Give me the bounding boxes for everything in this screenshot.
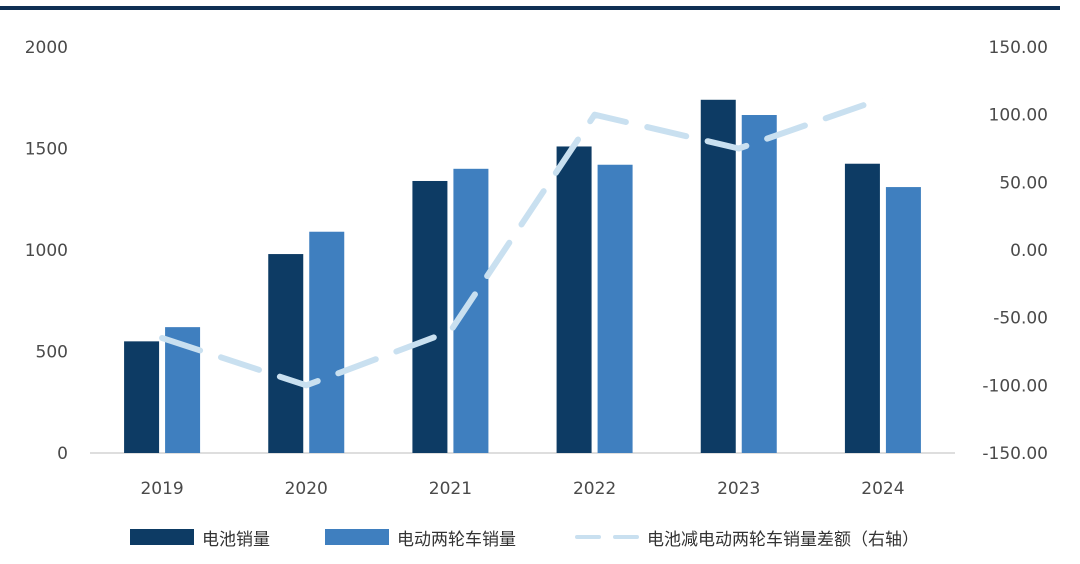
- ebike-sales-bar: [885, 187, 921, 453]
- ebike-sales-bar: [309, 231, 345, 453]
- legend-swatch-difference: [575, 529, 639, 545]
- x-tick-label: 2024: [861, 479, 904, 499]
- x-tick-label: 2019: [140, 479, 183, 499]
- legend-label-ebike: 电动两轮车销量: [397, 529, 516, 550]
- legend-swatch-battery: [130, 529, 194, 545]
- ebike-sales-bar: [597, 164, 633, 454]
- legend-label-difference: 电池减电动两轮车销量差额（右轴）: [647, 529, 919, 550]
- chart-area: 0 500 1000 1500 2000 -150.00 -100.00 -50.00 0.00…: [25, 38, 1048, 499]
- x-tick-label: 2022: [573, 479, 616, 499]
- top-rule: [0, 6, 1060, 10]
- y-left-tick-label: 2000: [25, 38, 68, 58]
- y-right-tick-label: 0.00: [1010, 241, 1048, 261]
- x-tick-label: 2020: [285, 479, 328, 499]
- legend-swatch-ebike: [325, 529, 389, 545]
- battery-sales-bar: [700, 99, 736, 453]
- y-right-tick-label: -150.00: [982, 444, 1048, 464]
- x-tick-label: 2023: [717, 479, 760, 499]
- battery-sales-bar: [556, 146, 592, 453]
- y-left-tick-label: 1000: [25, 241, 68, 261]
- y-right-tick-label: 150.00: [989, 38, 1048, 58]
- y-right-tick-label: 100.00: [989, 106, 1048, 126]
- y-right-tick-label: -100.00: [982, 376, 1048, 396]
- y-left-tick-label: 1500: [25, 140, 68, 160]
- y-right-tick-label: 50.00: [999, 173, 1048, 193]
- ebike-sales-bar: [741, 115, 777, 453]
- y-left-tick-label: 0: [57, 444, 68, 464]
- battery-sales-bar: [268, 254, 304, 453]
- difference-line: [159, 95, 886, 389]
- legend-item-ebike: 电动两轮车销量: [325, 520, 516, 554]
- battery-sales-bar: [412, 180, 448, 454]
- legend: 电池销量 电动两轮车销量 电池减电动两轮车销量差额（右轴）: [0, 520, 1080, 554]
- ebike-sales-bar: [453, 168, 489, 454]
- legend-item-battery: 电池销量: [130, 520, 270, 554]
- y-left-tick-label: 500: [36, 343, 68, 363]
- legend-label-battery: 电池销量: [202, 529, 270, 550]
- battery-sales-bar: [124, 341, 160, 453]
- battery-sales-bar: [844, 163, 880, 453]
- legend-item-difference: 电池减电动两轮车销量差额（右轴）: [575, 520, 919, 554]
- x-tick-label: 2021: [429, 479, 472, 499]
- y-right-tick-label: -50.00: [993, 309, 1048, 329]
